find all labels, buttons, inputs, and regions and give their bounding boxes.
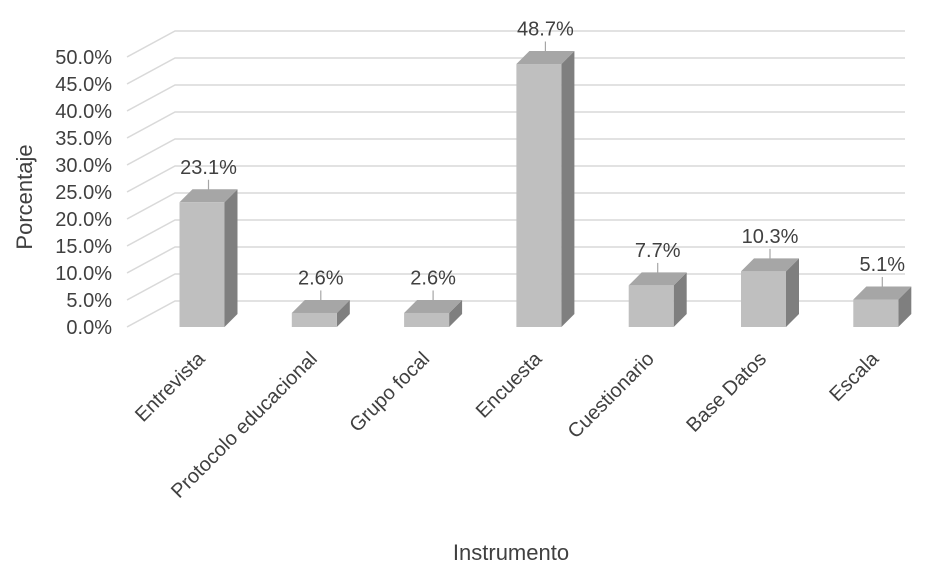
data-label: 10.3% bbox=[742, 226, 799, 248]
data-label: 7.7% bbox=[635, 240, 681, 262]
bar-side bbox=[898, 286, 912, 327]
gridline bbox=[126, 246, 905, 274]
bar bbox=[179, 189, 238, 327]
bar-front bbox=[179, 202, 225, 327]
bar bbox=[628, 272, 687, 327]
data-label: 2.6% bbox=[410, 267, 456, 289]
bar-side bbox=[224, 189, 238, 327]
gridline bbox=[126, 165, 905, 193]
category-label: Escala bbox=[825, 347, 884, 406]
bar-front bbox=[628, 285, 674, 327]
y-tick-label: 15.0% bbox=[55, 236, 112, 258]
bar bbox=[741, 258, 799, 327]
bar-front bbox=[404, 312, 450, 327]
gridlines bbox=[126, 30, 905, 328]
data-label: 2.6% bbox=[298, 267, 344, 289]
category-label: Cuestionario bbox=[564, 348, 659, 443]
gridline bbox=[126, 84, 905, 112]
y-tick-label: 0.0% bbox=[66, 317, 112, 339]
category-label: Base Datos bbox=[682, 348, 771, 437]
bar-side bbox=[786, 258, 799, 327]
y-tick-label: 35.0% bbox=[55, 128, 112, 150]
gridline bbox=[126, 219, 905, 247]
data-label: 48.7% bbox=[517, 19, 574, 41]
bar-front bbox=[741, 271, 786, 327]
gridline bbox=[126, 57, 905, 85]
data-labels: 23.1% 2.6% 2.6% 48.7% 7.7% 10.3% 5.1% bbox=[180, 19, 905, 290]
category-label: Grupo focal bbox=[345, 348, 434, 437]
y-axis-ticks: 0.0% 5.0% 10.0% 15.0% 20.0% 25.0% 30.0% 35.0% 40… bbox=[55, 47, 112, 339]
gridline bbox=[126, 138, 905, 166]
leader-lines bbox=[207, 41, 883, 307]
bar-side bbox=[336, 299, 350, 327]
category-label: Encuesta bbox=[472, 347, 547, 422]
bar-side bbox=[673, 272, 687, 327]
bar bbox=[516, 51, 575, 328]
data-label: 23.1% bbox=[180, 157, 237, 179]
y-tick-label: 5.0% bbox=[66, 290, 112, 312]
y-axis-title: Porcentaje bbox=[12, 144, 37, 249]
y-tick-label: 25.0% bbox=[55, 182, 112, 204]
x-axis-title: Instrumento bbox=[453, 540, 569, 565]
y-tick-label: 30.0% bbox=[55, 155, 112, 177]
category-label: Entrevista bbox=[131, 347, 210, 426]
y-tick-label: 50.0% bbox=[55, 47, 112, 69]
bars bbox=[179, 51, 912, 328]
bar-side bbox=[449, 299, 463, 327]
bar-side bbox=[561, 51, 575, 328]
y-tick-label: 20.0% bbox=[55, 209, 112, 231]
gridline bbox=[126, 111, 905, 139]
bar-front bbox=[853, 299, 899, 327]
gridline bbox=[126, 30, 905, 58]
y-tick-label: 40.0% bbox=[55, 101, 112, 123]
gridline bbox=[126, 192, 905, 220]
bar-front bbox=[291, 312, 337, 327]
data-label: 5.1% bbox=[860, 254, 906, 276]
y-tick-label: 45.0% bbox=[55, 74, 112, 96]
bar-front bbox=[516, 64, 562, 328]
y-tick-label: 10.0% bbox=[55, 263, 112, 285]
